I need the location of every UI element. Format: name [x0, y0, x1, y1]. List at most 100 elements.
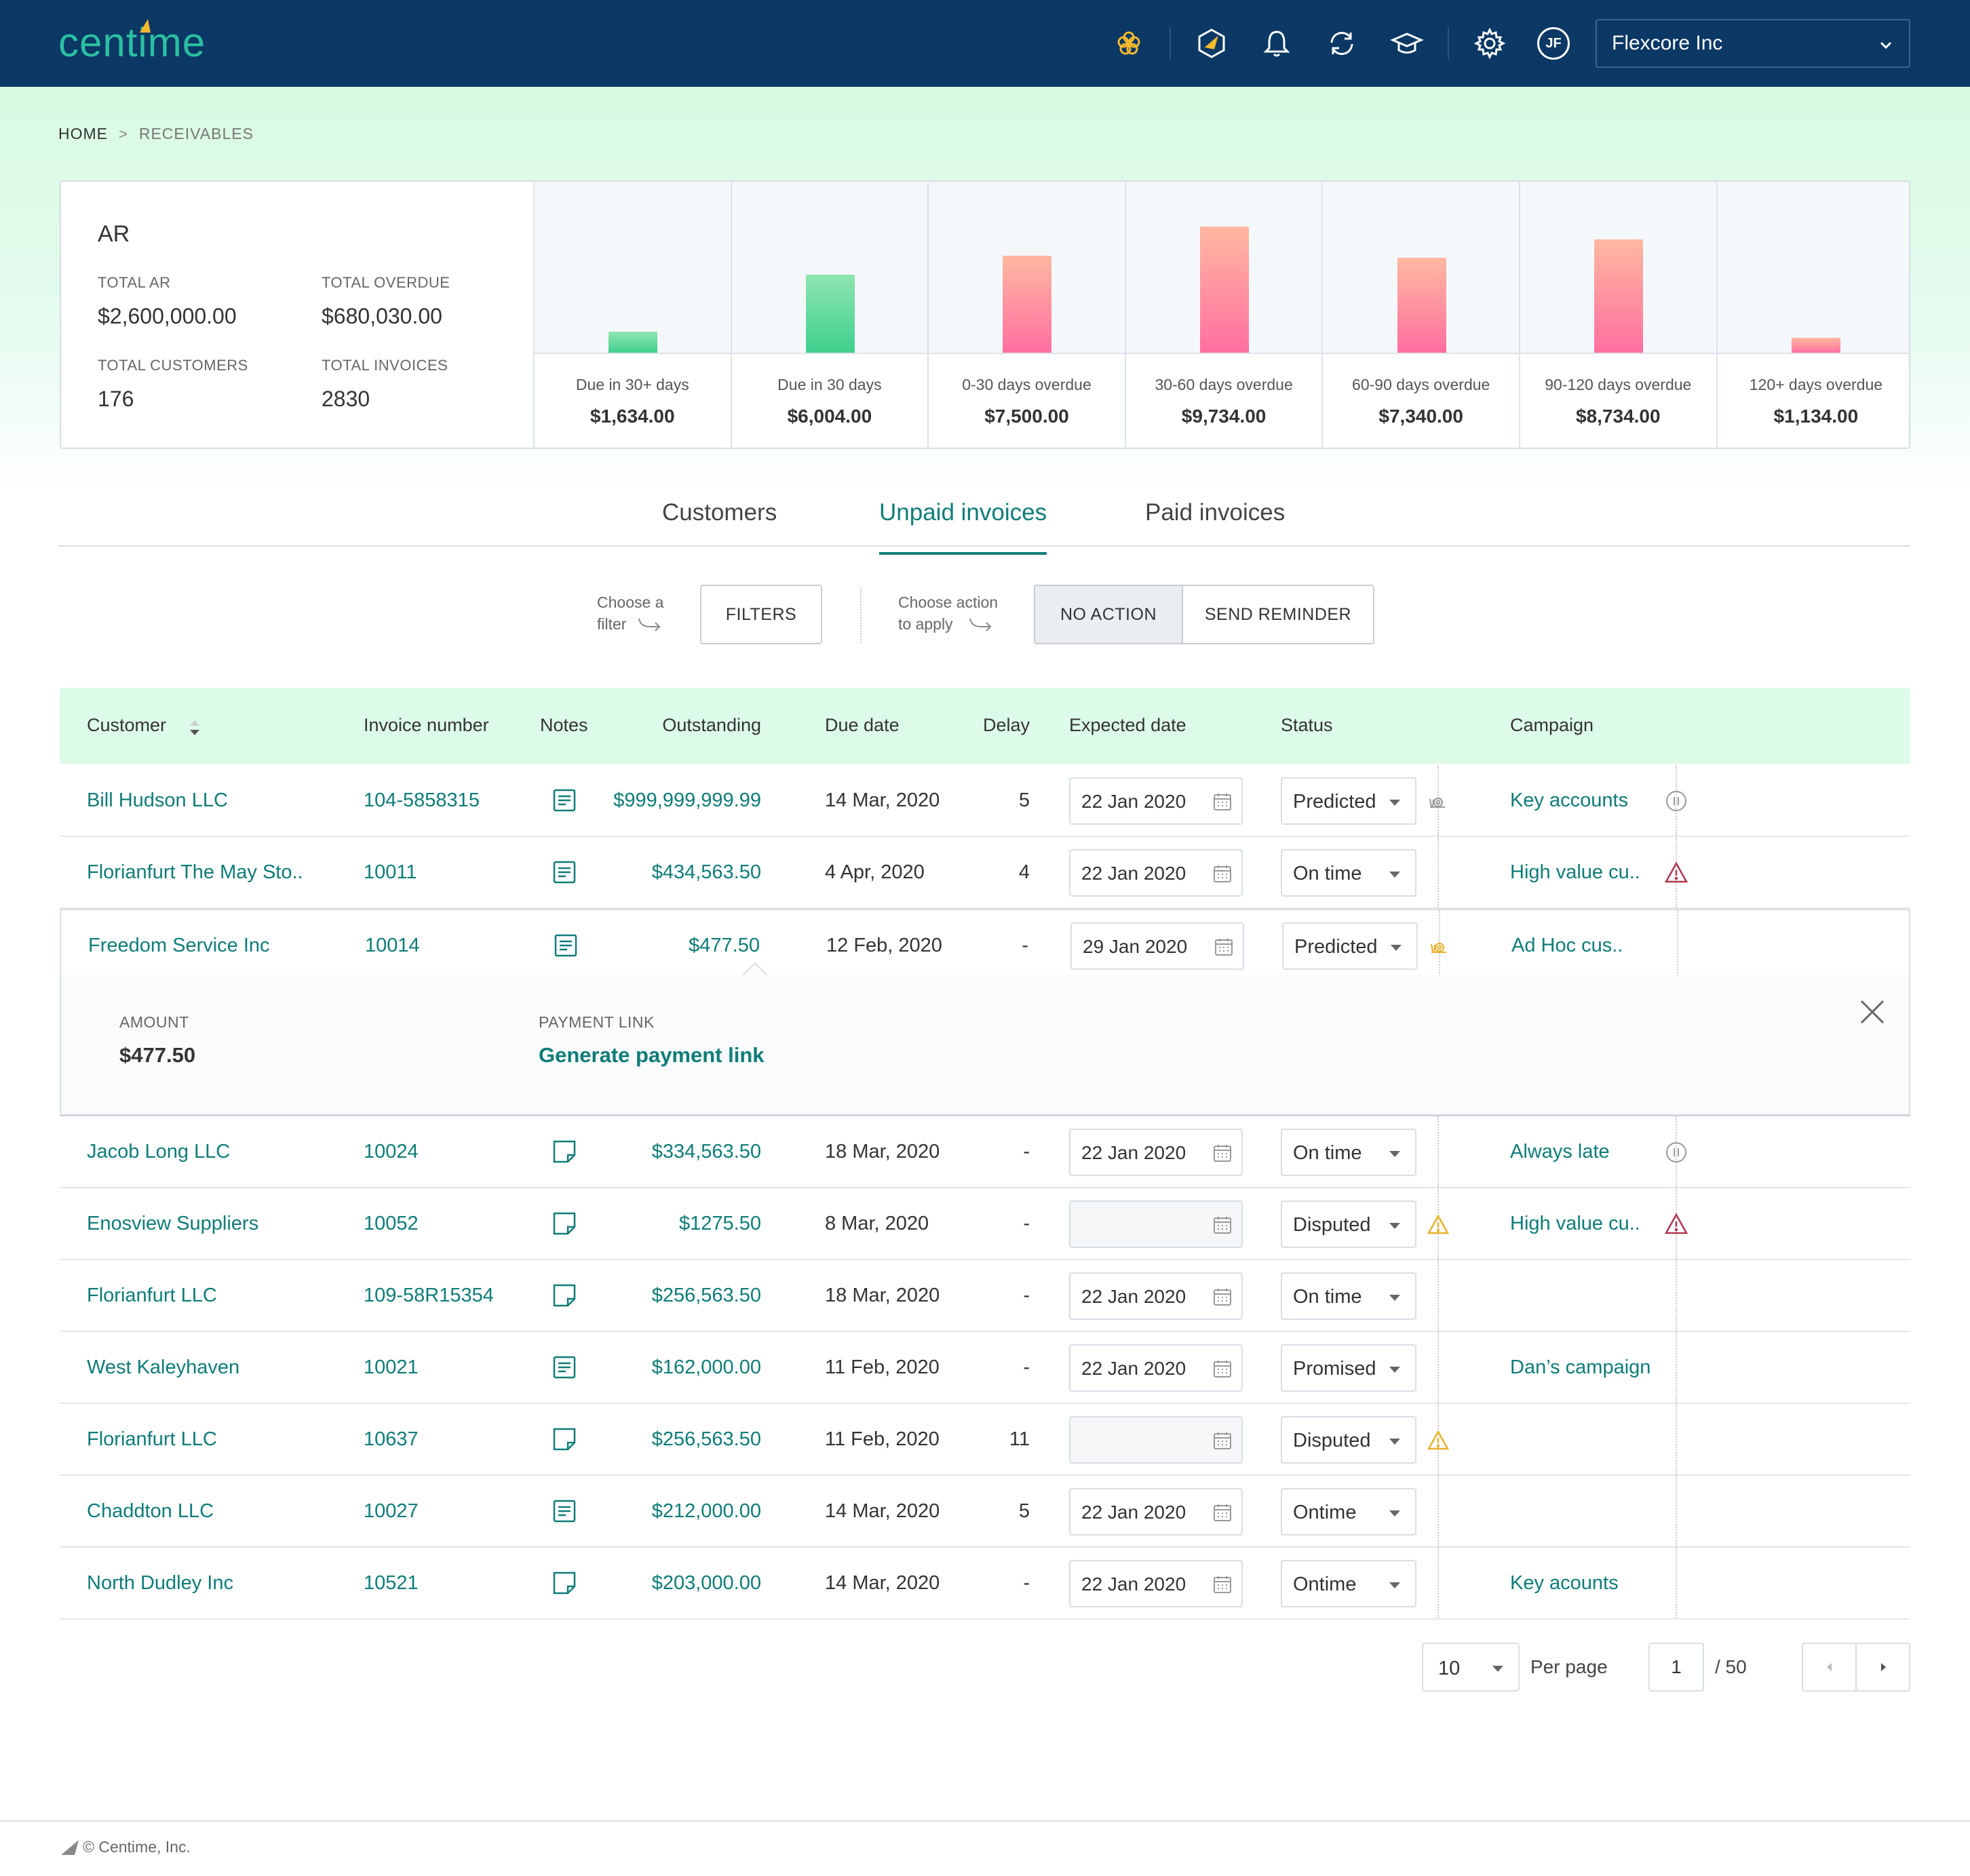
avatar[interactable]: JF	[1537, 27, 1570, 60]
pause-icon[interactable]	[1665, 789, 1688, 813]
campaign-link[interactable]: Ad Hoc cus..	[1511, 935, 1623, 956]
next-page-button[interactable]	[1857, 1644, 1909, 1690]
sort-icon[interactable]	[187, 719, 202, 738]
table-row[interactable]: Florianfurt LLC 10637 $256,563.50 11 Feb, 2…	[60, 1404, 1910, 1476]
expected-date-picker[interactable]	[1069, 1200, 1243, 1248]
graduation-cap-icon[interactable]	[1387, 23, 1427, 64]
invoice-number-link[interactable]: 10024	[364, 1141, 419, 1162]
expected-date-picker[interactable]: 22 Jan 2020	[1069, 1129, 1243, 1176]
customer-link[interactable]: Chaddton LLC	[87, 1500, 214, 1522]
status-select[interactable]: Ontime	[1281, 1560, 1416, 1607]
bell-icon[interactable]	[1256, 23, 1297, 64]
invoice-number-link[interactable]: 10052	[364, 1213, 419, 1234]
customer-link[interactable]: Florianfurt LLC	[87, 1285, 217, 1306]
table-row[interactable]: Florianfurt LLC 109-58R15354 $256,563.50 18…	[60, 1260, 1910, 1332]
col-outstanding[interactable]: Outstanding	[662, 715, 761, 735]
campaign-link[interactable]: High value cu..	[1510, 861, 1640, 883]
invoice-number-link[interactable]: 10011	[364, 861, 417, 883]
invoice-number-link[interactable]: 104-5858315	[364, 789, 480, 811]
status-select[interactable]: Predicted	[1282, 922, 1418, 970]
campaign-link[interactable]: Key acounts	[1510, 1572, 1619, 1594]
company-select[interactable]: Flexcore Inc	[1596, 19, 1910, 68]
aging-bucket[interactable]: Due in 30+ days $1,634.00	[535, 182, 732, 448]
table-row[interactable]: North Dudley Inc 10521 $203,000.00 14 Mar, …	[60, 1548, 1910, 1620]
page-input[interactable]: 1	[1648, 1643, 1704, 1692]
logo[interactable]: centime	[58, 20, 206, 65]
col-invoice-number[interactable]: Invoice number	[364, 715, 489, 735]
customer-link[interactable]: Bill Hudson LLC	[87, 789, 228, 811]
status-select[interactable]: On time	[1281, 849, 1416, 897]
per-page-select[interactable]: 10	[1422, 1643, 1520, 1692]
customer-link[interactable]: Freedom Service Inc	[88, 935, 270, 956]
invoice-number-link[interactable]: 10521	[364, 1572, 419, 1594]
aging-bucket[interactable]: 0-30 days overdue $7,500.00	[929, 182, 1126, 448]
aging-bucket[interactable]: 30-60 days overdue $9,734.00	[1125, 182, 1324, 448]
status-select[interactable]: On time	[1281, 1272, 1416, 1320]
customer-link[interactable]: West Kaleyhaven	[87, 1356, 240, 1378]
expected-date-picker[interactable]: 22 Jan 2020	[1069, 1344, 1243, 1392]
expected-date-picker[interactable]: 22 Jan 2020	[1069, 1560, 1243, 1607]
status-select[interactable]: Predicted	[1281, 777, 1416, 825]
table-row[interactable]: Freedom Service Inc 10014 $477.50 12 Feb, 2…	[60, 909, 1910, 978]
aging-bucket[interactable]: 90-120 days overdue $8,734.00	[1520, 182, 1718, 448]
customer-link[interactable]: Jacob Long LLC	[87, 1141, 231, 1162]
col-expected-date[interactable]: Expected date	[1069, 715, 1186, 735]
campaign-link[interactable]: High value cu..	[1510, 1213, 1640, 1234]
invoice-number-link[interactable]: 109-58R15354	[364, 1285, 494, 1306]
close-icon[interactable]	[1859, 998, 1886, 1025]
expected-date-picker[interactable]: 22 Jan 2020	[1069, 849, 1243, 897]
prev-page-button[interactable]	[1803, 1644, 1857, 1690]
table-row[interactable]: Enosview Suppliers 10052 $1275.50 8 Mar, 20…	[60, 1188, 1910, 1260]
pause-icon[interactable]	[1665, 1141, 1688, 1164]
customer-link[interactable]: Florianfurt LLC	[87, 1428, 217, 1450]
no-action-button[interactable]: NO ACTION	[1035, 586, 1183, 643]
expected-date-picker[interactable]	[1069, 1416, 1243, 1464]
tab-customers[interactable]: Customers	[662, 499, 777, 526]
col-due-date[interactable]: Due date	[825, 715, 900, 735]
table-row[interactable]: Jacob Long LLC 10024 $334,563.50 18 Mar, 20…	[60, 1116, 1910, 1188]
table-row[interactable]: West Kaleyhaven 10021 $162,000.00 11 Feb, 2…	[60, 1332, 1910, 1404]
expected-date-picker[interactable]: 22 Jan 2020	[1069, 777, 1243, 825]
col-delay[interactable]: Delay	[982, 715, 1030, 735]
flower-icon[interactable]	[1108, 23, 1149, 64]
aging-bucket[interactable]: 60-90 days overdue $7,340.00	[1323, 182, 1520, 448]
alert-red-icon[interactable]	[1664, 1213, 1688, 1236]
col-campaign[interactable]: Campaign	[1510, 715, 1594, 735]
invoice-number-link[interactable]: 10027	[364, 1500, 419, 1522]
col-status[interactable]: Status	[1281, 715, 1333, 735]
alert-red-icon[interactable]	[1664, 861, 1688, 884]
campaign-link[interactable]: Always late	[1510, 1141, 1610, 1162]
gear-icon[interactable]	[1469, 23, 1510, 64]
invoice-number-link[interactable]: 10637	[364, 1428, 419, 1450]
table-row[interactable]: Bill Hudson LLC 104-5858315 $999,999,999.9…	[60, 765, 1910, 837]
table-row[interactable]: Chaddton LLC 10027 $212,000.00 14 Mar, 2020…	[60, 1476, 1910, 1548]
customer-link[interactable]: Florianfurt The May Sto..	[87, 861, 303, 883]
invoice-number-link[interactable]: 10021	[364, 1356, 419, 1378]
campaign-link[interactable]: Dan’s campaign	[1510, 1356, 1651, 1378]
filters-button[interactable]: FILTERS	[700, 585, 822, 644]
expected-date-picker[interactable]: 22 Jan 2020	[1069, 1272, 1243, 1320]
status-select[interactable]: On time	[1281, 1129, 1416, 1176]
send-reminder-button[interactable]: SEND REMINDER	[1204, 604, 1352, 624]
campaign-link[interactable]: Key accounts	[1510, 789, 1629, 811]
sync-icon[interactable]	[1321, 23, 1362, 64]
customer-link[interactable]: North Dudley Inc	[87, 1572, 233, 1594]
invoice-number-link[interactable]: 10014	[365, 935, 420, 956]
aging-bucket[interactable]: Due in 30 days $6,004.00	[731, 182, 929, 448]
tab-unpaid-invoices[interactable]: Unpaid invoices	[879, 499, 1047, 555]
bucket-value: $7,340.00	[1378, 406, 1463, 427]
status-select[interactable]: Ontime	[1281, 1488, 1416, 1536]
col-customer[interactable]: Customer	[87, 715, 199, 736]
table-row[interactable]: Florianfurt The May Sto.. 10011 $434,563.5…	[60, 837, 1910, 909]
megaphone-icon[interactable]	[1191, 23, 1232, 64]
status-select[interactable]: Promised	[1281, 1344, 1416, 1392]
generate-payment-link[interactable]: Generate payment link	[539, 1043, 765, 1067]
status-select[interactable]: Disputed	[1281, 1416, 1416, 1464]
breadcrumb-home[interactable]: HOME	[58, 125, 108, 142]
expected-date-picker[interactable]: 29 Jan 2020	[1070, 922, 1244, 970]
aging-bucket[interactable]: 120+ days overdue $1,134.00	[1717, 182, 1909, 448]
customer-link[interactable]: Enosview Suppliers	[87, 1213, 259, 1234]
tab-paid-invoices[interactable]: Paid invoices	[1145, 499, 1286, 526]
status-select[interactable]: Disputed	[1281, 1200, 1416, 1248]
expected-date-picker[interactable]: 22 Jan 2020	[1069, 1488, 1243, 1536]
